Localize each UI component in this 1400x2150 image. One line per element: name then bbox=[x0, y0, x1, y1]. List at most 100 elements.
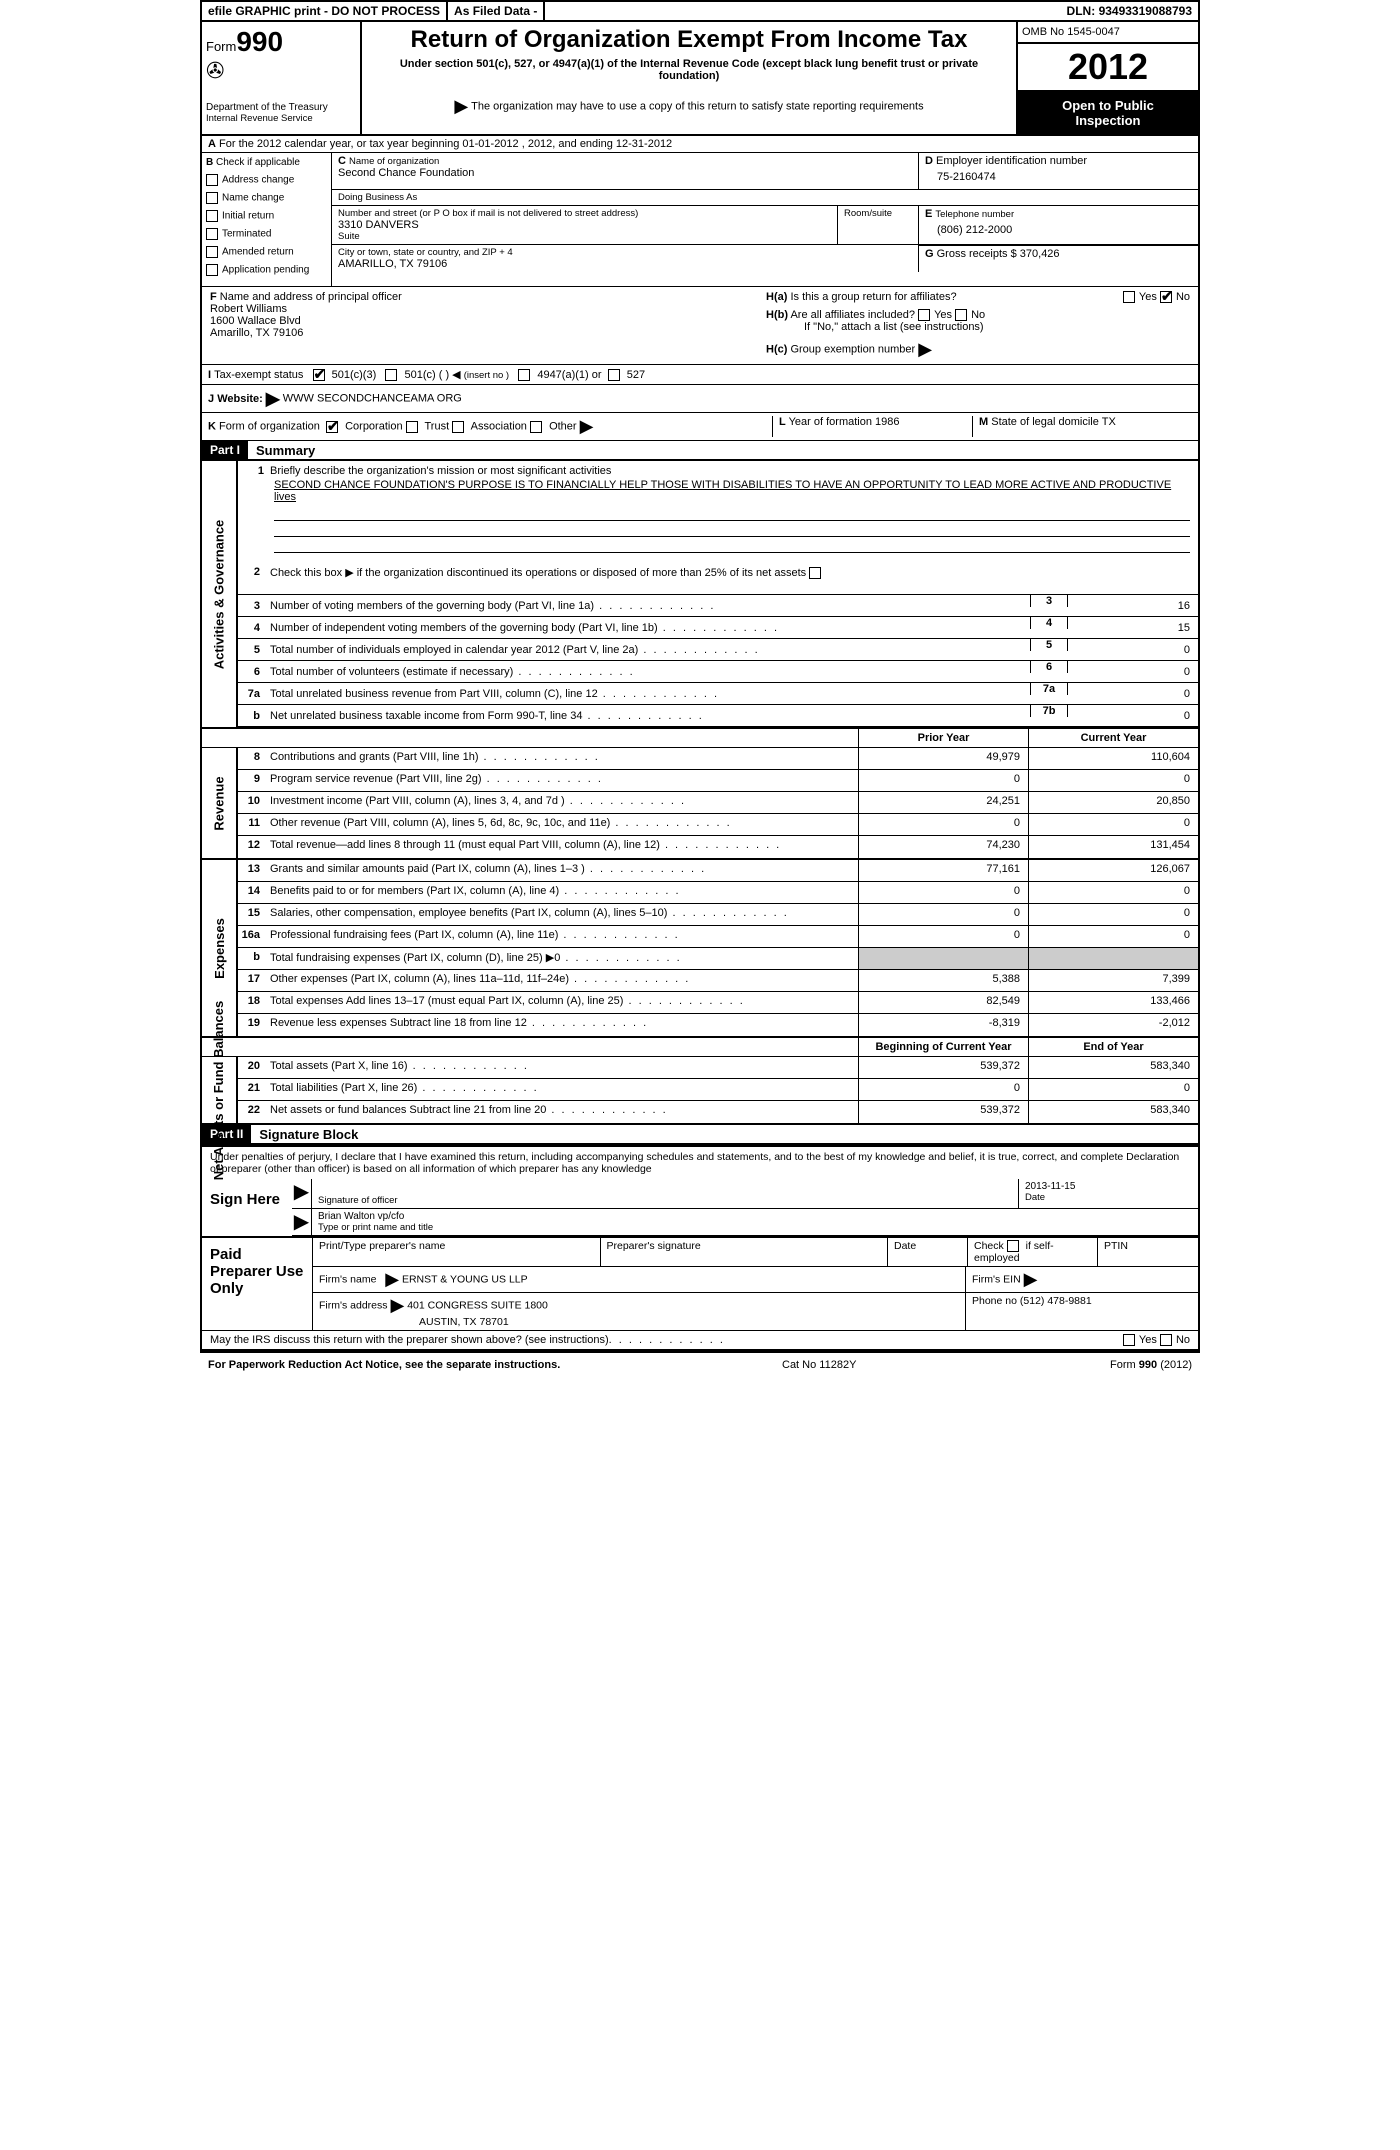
col-cde: C Name of organization Second Chance Fou… bbox=[332, 153, 1198, 286]
chk-terminated[interactable]: Terminated bbox=[206, 228, 327, 240]
hb-no[interactable] bbox=[955, 309, 967, 321]
chk-initial-return[interactable]: Initial return bbox=[206, 210, 327, 222]
data-line: 17Other expenses (Part IX, column (A), l… bbox=[238, 970, 1198, 992]
chk-discontinued[interactable] bbox=[809, 567, 821, 579]
self-employed-check[interactable]: Check if self-employed bbox=[968, 1238, 1098, 1266]
data-line: 19Revenue less expenses Subtract line 18… bbox=[238, 1014, 1198, 1036]
preparer-sig-label: Preparer's signature bbox=[601, 1238, 889, 1266]
telephone-cell: E Telephone number (806) 212-2000 bbox=[918, 206, 1198, 244]
street-cell: Number and street (or P O box if mail is… bbox=[332, 206, 918, 244]
top-bar: efile GRAPHIC print - DO NOT PROCESS As … bbox=[202, 2, 1198, 22]
mission-text: SECOND CHANCE FOUNDATION'S PURPOSE IS TO… bbox=[238, 477, 1198, 505]
paperwork-notice: For Paperwork Reduction Act Notice, see … bbox=[208, 1359, 782, 1371]
dln-value: 93493319088793 bbox=[1099, 4, 1192, 18]
ptin-label: PTIN bbox=[1098, 1238, 1198, 1266]
chk-address-change[interactable]: Address change bbox=[206, 174, 327, 186]
data-line: 21Total liabilities (Part X, line 26)00 bbox=[238, 1079, 1198, 1101]
footer: For Paperwork Reduction Act Notice, see … bbox=[200, 1351, 1200, 1377]
summary-line: 5Total number of individuals employed in… bbox=[238, 639, 1198, 661]
side-revenue: Revenue bbox=[202, 748, 238, 858]
firm-address: Firm's address ▶ 401 CONGRESS SUITE 1800… bbox=[313, 1293, 966, 1330]
row-fh: F Name and address of principal officer … bbox=[202, 287, 1198, 365]
ha-no[interactable] bbox=[1160, 291, 1172, 303]
data-line: 9Program service revenue (Part VIII, lin… bbox=[238, 770, 1198, 792]
discuss-row: May the IRS discuss this return with the… bbox=[202, 1330, 1198, 1349]
governance-section: Activities & Governance 1Briefly describ… bbox=[202, 461, 1198, 727]
chk-501c[interactable] bbox=[385, 369, 397, 381]
room-suite: Room/suite bbox=[838, 206, 918, 244]
signature-date: 2013-11-15 Date bbox=[1018, 1179, 1198, 1208]
begin-end-header: Beginning of Current Year End of Year bbox=[202, 1036, 1198, 1057]
org-name: Second Chance Foundation bbox=[338, 167, 912, 179]
dept-irs: Internal Revenue Service bbox=[206, 113, 356, 124]
ein-value: 75-2160474 bbox=[925, 167, 1192, 187]
side-net-assets: Net Assets or Fund Balances bbox=[202, 1057, 238, 1123]
header-left: Form990 ✇ Department of the Treasury Int… bbox=[202, 22, 362, 134]
reporting-note: ▶ The organization may have to use a cop… bbox=[372, 96, 1006, 117]
open-to-public: Open to Public Inspection bbox=[1018, 92, 1198, 134]
tax-year: 2012 bbox=[1018, 44, 1198, 92]
prior-current-header: Prior Year Current Year bbox=[202, 727, 1198, 748]
part-2-header: Part II Signature Block bbox=[202, 1123, 1198, 1145]
revenue-section: Revenue 8Contributions and grants (Part … bbox=[202, 748, 1198, 858]
chk-pending[interactable]: Application pending bbox=[206, 264, 327, 276]
ha-yes[interactable] bbox=[1123, 291, 1135, 303]
dln-cell: DLN: 93493319088793 bbox=[1061, 2, 1198, 20]
discuss-no[interactable] bbox=[1160, 1334, 1172, 1346]
chk-name-change[interactable]: Name change bbox=[206, 192, 327, 204]
gross-receipts-cell: G Gross receipts $ 370,426 bbox=[918, 245, 1198, 272]
header-right: OMB No 1545-0047 2012 Open to Public Ins… bbox=[1018, 22, 1198, 134]
data-line: 13Grants and similar amounts paid (Part … bbox=[238, 860, 1198, 882]
data-line: 8Contributions and grants (Part VIII, li… bbox=[238, 748, 1198, 770]
website-value: WWW SECONDCHANCEAMA ORG bbox=[283, 393, 462, 405]
firm-name: Firm's name ▶ ERNST & YOUNG US LLP bbox=[313, 1267, 966, 1292]
data-line: bTotal fundraising expenses (Part IX, co… bbox=[238, 948, 1198, 970]
form-label: Form bbox=[206, 39, 236, 54]
row-k-form-org: K Form of organization Corporation Trust… bbox=[202, 413, 1198, 441]
arrow-icon: ▶ bbox=[292, 1179, 312, 1208]
chk-527[interactable] bbox=[608, 369, 620, 381]
form-title: Return of Organization Exempt From Incom… bbox=[372, 26, 1006, 54]
row-a-tax-year: A For the 2012 calendar year, or tax yea… bbox=[202, 134, 1198, 153]
section-bcd: B Check if applicable Address change Nam… bbox=[202, 153, 1198, 287]
chk-trust[interactable] bbox=[406, 421, 418, 433]
chk-amended[interactable]: Amended return bbox=[206, 246, 327, 258]
preparer-date-label: Date bbox=[888, 1238, 968, 1266]
chk-assoc[interactable] bbox=[452, 421, 464, 433]
chk-other[interactable] bbox=[530, 421, 542, 433]
data-line: 18Total expenses Add lines 13–17 (must e… bbox=[238, 992, 1198, 1014]
data-line: 14Benefits paid to or for members (Part … bbox=[238, 882, 1198, 904]
preparer-name-label: Print/Type preparer's name bbox=[313, 1238, 601, 1266]
city-value: AMARILLO, TX 79106 bbox=[338, 258, 912, 270]
chk-4947[interactable] bbox=[518, 369, 530, 381]
chk-corp[interactable] bbox=[326, 421, 338, 433]
summary-line: bNet unrelated business taxable income f… bbox=[238, 705, 1198, 727]
as-filed-label: As Filed Data - bbox=[448, 2, 545, 20]
firm-ein: Firm's EIN ▶ bbox=[966, 1267, 1198, 1292]
row-j-website: J Website: ▶ WWW SECONDCHANCEAMA ORG bbox=[202, 385, 1198, 413]
net-assets-section: Net Assets or Fund Balances 20Total asse… bbox=[202, 1057, 1198, 1123]
data-line: 16aProfessional fundraising fees (Part I… bbox=[238, 926, 1198, 948]
data-line: 11Other revenue (Part VIII, column (A), … bbox=[238, 814, 1198, 836]
paid-preparer-label: Paid Preparer Use Only bbox=[202, 1238, 312, 1330]
data-line: 10Investment income (Part VIII, column (… bbox=[238, 792, 1198, 814]
cat-no: Cat No 11282Y bbox=[782, 1359, 1022, 1371]
org-name-cell: C Name of organization Second Chance Fou… bbox=[332, 153, 918, 189]
data-line: 15Salaries, other compensation, employee… bbox=[238, 904, 1198, 926]
dept-treasury: Department of the Treasury bbox=[206, 102, 356, 113]
group-return-section: H(a) Is this a group return for affiliat… bbox=[758, 287, 1198, 364]
header-center: Return of Organization Exempt From Incom… bbox=[362, 22, 1018, 134]
form-990-page: efile GRAPHIC print - DO NOT PROCESS As … bbox=[200, 0, 1200, 1351]
sign-here-block: Sign Here ▶ Signature of officer 2013-11… bbox=[202, 1179, 1198, 1236]
dln-label: DLN: bbox=[1067, 4, 1096, 18]
chk-501c3[interactable] bbox=[313, 369, 325, 381]
hb-yes[interactable] bbox=[918, 309, 930, 321]
paid-preparer-block: Paid Preparer Use Only Print/Type prepar… bbox=[202, 1236, 1198, 1330]
officer-signature[interactable]: Signature of officer bbox=[312, 1179, 1018, 1208]
ein-cell: D Employer identification number 75-2160… bbox=[918, 153, 1198, 189]
summary-line: 4Number of independent voting members of… bbox=[238, 617, 1198, 639]
discuss-yes[interactable] bbox=[1123, 1334, 1135, 1346]
firm-phone: Phone no (512) 478-9881 bbox=[966, 1293, 1198, 1330]
summary-line: 7aTotal unrelated business revenue from … bbox=[238, 683, 1198, 705]
efile-notice: efile GRAPHIC print - DO NOT PROCESS bbox=[202, 2, 448, 20]
